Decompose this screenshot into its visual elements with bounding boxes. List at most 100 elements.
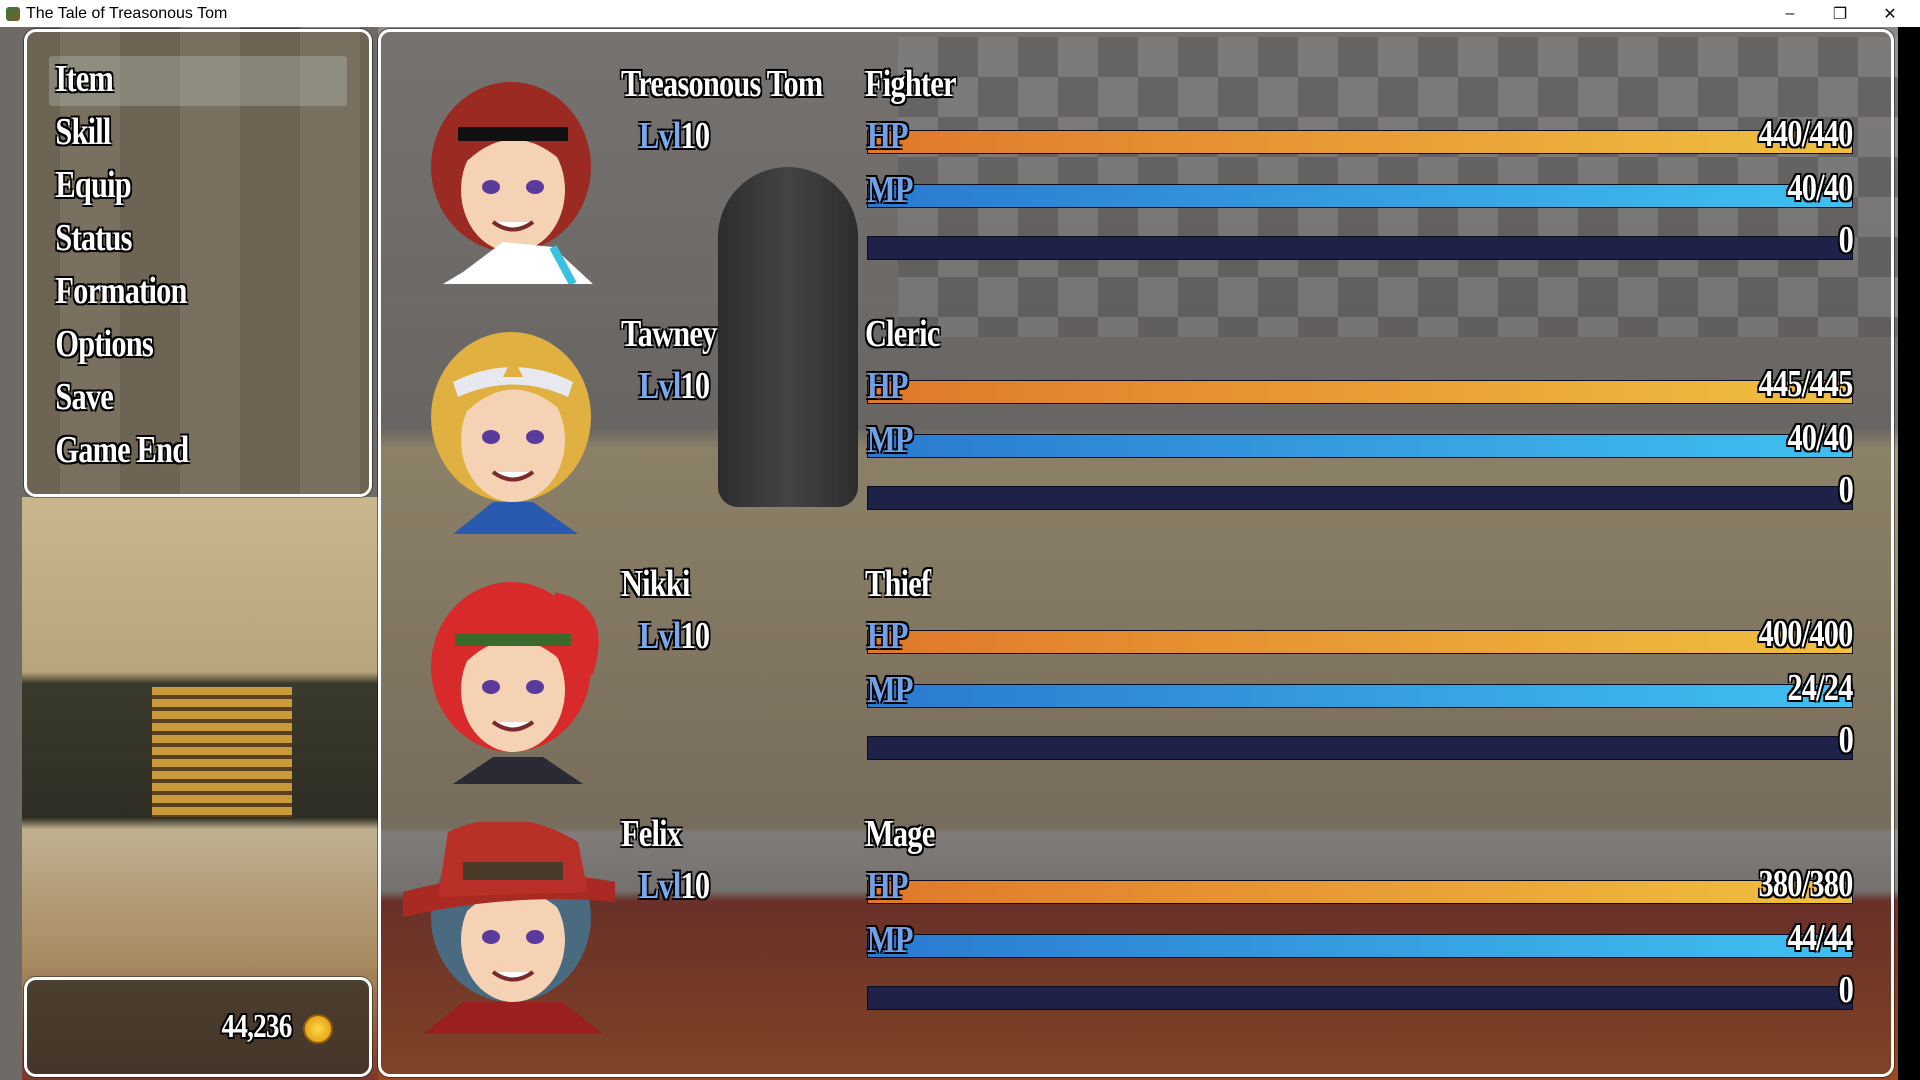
actor-name: Felix [621,813,682,855]
mp-gauge: MP 40/40 [867,162,1854,218]
hp-bar [867,380,1853,404]
level-label: Lvl [639,365,681,407]
tp-bar [867,986,1853,1010]
actor-level: Lvl10 [639,114,711,158]
mp-label: MP [867,669,913,711]
tp-bar [867,236,1853,260]
hp-bar [867,130,1853,154]
hp-bar [867,630,1853,654]
tp-value: 0 [1838,969,1854,1011]
gold-coin-icon [303,1014,333,1044]
tp-gauge: 0 [867,464,1854,520]
game-canvas: Item Skill Equip Status Formation Options Save… [0,27,1898,1080]
level-label: Lvl [639,615,681,657]
actor-name: Nikki [621,563,690,605]
level-value: 10 [680,115,711,157]
party-status-window: Treasonous Tom Lvl10 Fighter HP 440/440 … [378,29,1894,1077]
map-background-right [378,27,1898,1080]
actor-portrait [403,322,615,534]
level-value: 10 [680,865,711,907]
party-member[interactable]: Felix Lvl10 Mage HP 380/380 MP 44/44 0 [381,782,1897,1034]
gold-window: 44,236 [24,977,372,1077]
level-value: 10 [680,365,711,407]
hp-label: HP [867,365,908,407]
tp-gauge: 0 [867,964,1854,1020]
gold-amount: 44,236 [221,1008,292,1045]
hp-gauge: HP 400/400 [867,608,1854,664]
party-member[interactable]: Treasonous Tom Lvl10 Fighter HP 440/440 … [381,32,1897,284]
mp-bar [867,434,1853,458]
hp-value: 380/380 [1758,863,1854,905]
tp-value: 0 [1838,469,1854,511]
mp-bar [867,684,1853,708]
menu-item-skill[interactable]: Skill [55,111,111,153]
mp-fill [868,185,1852,207]
level-label: Lvl [639,115,681,157]
hp-bar [867,880,1853,904]
mp-label: MP [867,419,913,461]
mp-bar [867,934,1853,958]
actor-class: Mage [865,813,935,855]
actor-class: Fighter [865,63,956,105]
mp-fill [868,435,1852,457]
hp-fill [868,631,1852,653]
mp-value: 40/40 [1787,167,1854,209]
hp-fill [868,381,1852,403]
actor-level: Lvl10 [639,364,711,408]
app-icon [6,6,20,21]
mp-value: 24/24 [1787,667,1854,709]
tp-value: 0 [1838,719,1854,761]
party-member[interactable]: Nikki Lvl10 Thief HP 400/400 MP 24/24 0 [381,532,1897,784]
hp-value: 400/400 [1758,613,1854,655]
actor-class: Thief [865,563,931,605]
mp-label: MP [867,919,913,961]
mp-gauge: MP 40/40 [867,412,1854,468]
close-button[interactable]: ✕ [1883,5,1897,23]
mp-value: 44/44 [1787,917,1854,959]
hp-gauge: HP 445/445 [867,358,1854,414]
mp-label: MP [867,169,913,211]
tp-bar [867,486,1853,510]
mp-fill [868,685,1852,707]
hp-fill [868,131,1852,153]
hp-gauge: HP 380/380 [867,858,1854,914]
mp-value: 40/40 [1787,417,1854,459]
mp-bar [867,184,1853,208]
tp-gauge: 0 [867,714,1854,770]
menu-item-item[interactable]: Item [55,58,113,100]
hp-value: 445/445 [1758,363,1854,405]
tp-value: 0 [1838,219,1854,261]
hp-value: 440/440 [1758,113,1854,155]
window-title: The Tale of Treasonous Tom [26,4,228,22]
menu-item-formation[interactable]: Formation [55,270,187,312]
hp-gauge: HP 440/440 [867,108,1854,164]
menu-cursor [49,56,347,106]
tp-gauge: 0 [867,214,1854,270]
actor-name: Tawney [621,313,717,355]
restore-button[interactable]: ❐ [1832,5,1848,23]
tp-bar [867,736,1853,760]
menu-item-options[interactable]: Options [55,323,153,365]
title-bar: The Tale of Treasonous Tom – ❐ ✕ [0,0,1920,27]
actor-level: Lvl10 [639,864,711,908]
hp-label: HP [867,115,908,157]
menu-item-equip[interactable]: Equip [55,164,131,206]
hp-label: HP [867,615,908,657]
mp-fill [868,935,1852,957]
minimize-button[interactable]: – [1785,4,1795,22]
level-value: 10 [680,615,711,657]
level-label: Lvl [639,865,681,907]
actor-class: Cleric [865,313,940,355]
actor-name: Treasonous Tom [621,63,823,105]
actor-portrait [403,572,615,784]
actor-portrait [403,822,615,1034]
mp-gauge: MP 24/24 [867,662,1854,718]
hp-label: HP [867,865,908,907]
party-member[interactable]: Tawney Lvl10 Cleric HP 445/445 MP 40/40 … [381,282,1897,534]
actor-portrait [403,72,615,284]
menu-item-status[interactable]: Status [55,217,132,259]
hp-fill [868,881,1852,903]
menu-item-save[interactable]: Save [55,376,113,418]
command-menu-window: Item Skill Equip Status Formation Options Save… [24,29,372,497]
menu-item-game-end[interactable]: Game End [55,429,189,471]
